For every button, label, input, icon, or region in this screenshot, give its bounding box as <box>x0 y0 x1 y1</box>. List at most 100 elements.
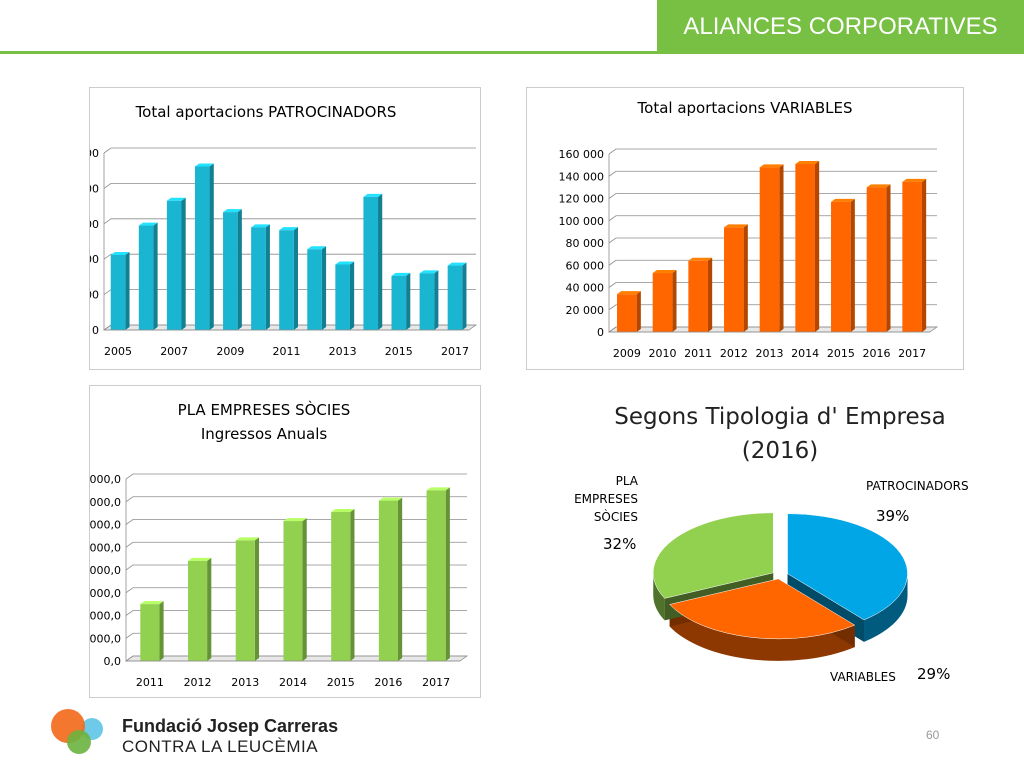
gridline <box>103 183 476 189</box>
org-name: Fundació Josep Carreras <box>122 716 339 736</box>
bar-top <box>688 257 713 261</box>
gridline <box>125 587 467 594</box>
bar <box>363 196 379 330</box>
gridline <box>125 541 467 548</box>
pie-title-line: Segons Tipologia d' Empresa <box>614 404 946 430</box>
gridline <box>608 237 937 244</box>
x-tick-label: 2011 <box>684 347 712 360</box>
bar <box>307 249 322 330</box>
x-tick-label: 2015 <box>385 345 413 358</box>
x-tick-label: 2013 <box>329 345 357 358</box>
bar <box>235 540 255 661</box>
bar <box>419 273 435 330</box>
bar-side <box>350 508 355 661</box>
bar-top <box>391 272 411 276</box>
bar <box>188 560 208 661</box>
bar <box>447 265 463 330</box>
x-tick-label: 2009 <box>613 347 641 360</box>
pie-pct-variables: 29% <box>917 665 951 683</box>
gridline <box>608 170 937 177</box>
gridline <box>608 282 937 288</box>
pie-slice <box>787 513 908 621</box>
bar <box>279 230 294 330</box>
y-tick-label: 100 000 <box>559 215 605 228</box>
x-tick-label: 2017 <box>441 345 469 358</box>
bar-side <box>265 224 270 330</box>
bar <box>391 275 407 330</box>
bar <box>283 521 303 661</box>
bar-top <box>235 537 260 541</box>
bar-side <box>293 227 298 330</box>
bar-side <box>181 197 186 330</box>
bar <box>110 254 126 330</box>
x-tick-label: 2009 <box>216 345 244 358</box>
bar-side <box>636 291 641 332</box>
bar-side <box>302 518 307 661</box>
bar-top <box>795 161 820 165</box>
bar-side <box>921 178 927 332</box>
bar-top <box>724 224 748 228</box>
bar-side <box>254 537 260 661</box>
chart-variables: Total aportacions VARIABLES 0 20 000 40 000… <box>526 87 964 370</box>
bar-top <box>138 222 158 226</box>
x-tick-label: 2016 <box>863 347 891 360</box>
bar-top <box>194 163 214 167</box>
chart-empreses-socies: PLA EMPRESES SÒCIES Ingressos Anuals 0,0 20… <box>89 385 481 698</box>
bar-top <box>866 184 891 188</box>
x-tick-label: 2017 <box>422 676 450 689</box>
pie-slice-side <box>864 573 908 642</box>
bar <box>335 264 350 330</box>
y-tick-label: 300 000 <box>90 218 99 231</box>
bar-side <box>125 251 130 330</box>
bar-top <box>331 508 355 512</box>
gridline <box>125 496 467 503</box>
y-tick-label: 100 000 <box>90 289 99 302</box>
bar-top <box>188 557 212 561</box>
bar-top <box>110 251 130 255</box>
gridline <box>125 473 467 480</box>
bar <box>902 181 922 332</box>
gridline <box>103 147 476 154</box>
y-tick-label: 200 000 <box>90 253 99 266</box>
x-tick-label: 2013 <box>756 347 784 360</box>
x-tick-label: 2007 <box>160 345 188 358</box>
bar-top <box>759 164 784 168</box>
gridline <box>608 148 937 155</box>
x-tick-label: 2012 <box>720 347 748 360</box>
bar-side <box>378 193 383 330</box>
chart-title: Total aportacions PATROCINADORS <box>135 103 397 121</box>
chart-title: Total aportacions VARIABLES <box>637 99 853 117</box>
bar <box>759 167 780 332</box>
gridline <box>125 519 467 525</box>
pie-label-line-2: EMPRESES <box>574 492 638 506</box>
y-tick-label: 100 000,0 <box>90 541 121 554</box>
x-tick-label: 2012 <box>184 676 212 689</box>
pie-label-line-1: PLA <box>615 474 638 488</box>
gridline <box>608 304 937 311</box>
gridline <box>125 564 467 571</box>
bar-side <box>237 209 242 330</box>
pie-pct-patrocinadors: 39% <box>876 507 910 525</box>
bar <box>223 212 238 330</box>
bar-top <box>166 197 186 201</box>
gridline <box>125 632 467 639</box>
x-tick-label: 2005 <box>104 345 132 358</box>
bar-side <box>672 270 677 332</box>
bar-top <box>902 178 927 182</box>
bar <box>251 227 266 330</box>
bar <box>331 511 351 661</box>
y-tick-label: 160 000,0 <box>90 473 121 486</box>
x-tick-label: 2011 <box>273 345 301 358</box>
y-tick-label: 60 000,0 <box>90 587 121 600</box>
bar <box>166 200 182 330</box>
x-tick-label: 2013 <box>231 676 259 689</box>
org-subtitle: CONTRA LA LEUCÈMIA <box>122 737 319 756</box>
page-number: 60 <box>926 728 940 742</box>
pie-pct-empreses-socies: 32% <box>603 535 637 553</box>
y-tick-label: 40 000,0 <box>90 610 121 623</box>
y-tick-label: 80 000 <box>566 237 605 250</box>
bar-top <box>140 601 164 605</box>
bar-side <box>209 163 214 330</box>
gridline <box>103 218 476 225</box>
bar <box>194 166 210 330</box>
